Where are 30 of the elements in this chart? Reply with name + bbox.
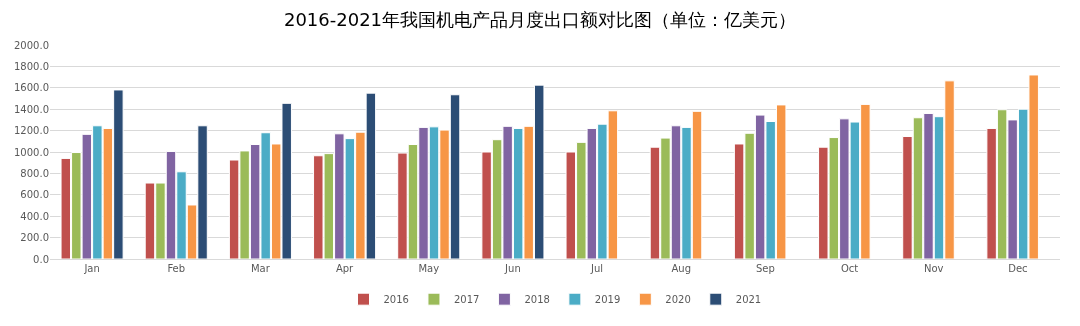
- y-tick-label: 2000.0: [14, 39, 49, 51]
- legend-label: 2020: [665, 294, 691, 306]
- x-tick-label: Dec: [1008, 263, 1028, 274]
- y-tick-label: 1400.0: [14, 103, 49, 115]
- x-tick-label: Feb: [167, 263, 186, 274]
- x-tick-label: Jul: [590, 263, 604, 274]
- legend-label: 2018: [524, 294, 550, 306]
- y-tick-label: 800.0: [20, 167, 49, 179]
- y-tick-label: 600.0: [20, 189, 49, 201]
- y-tick-label: 1000.0: [14, 146, 49, 158]
- chart-title: 2016-2021年我国机电产品月度出口额对比图（单位：亿美元）: [283, 8, 797, 30]
- legend-label: 2021: [735, 294, 762, 306]
- y-tick-label: 1200.0: [14, 125, 49, 137]
- y-tick-label: 0.0: [33, 253, 49, 265]
- x-tick-label: Sep: [755, 263, 775, 274]
- y-tick-label: 1800.0: [14, 60, 49, 72]
- x-tick-label: Jan: [83, 263, 100, 274]
- legend-label: 2017: [453, 294, 480, 306]
- x-tick-label: May: [418, 263, 440, 274]
- legend-label: 2016: [383, 294, 409, 306]
- x-tick-label: Jun: [504, 263, 521, 274]
- y-tick-label: 1600.0: [14, 82, 49, 94]
- legend-label: 2019: [594, 294, 621, 306]
- x-tick-label: Nov: [923, 263, 944, 274]
- x-tick-label: Apr: [335, 263, 355, 274]
- y-tick-label: 200.0: [20, 232, 49, 244]
- y-tick-label: 400.0: [20, 210, 49, 222]
- x-tick-label: Oct: [840, 263, 859, 274]
- x-tick-label: Aug: [671, 263, 692, 274]
- x-tick-label: Mar: [250, 263, 271, 274]
